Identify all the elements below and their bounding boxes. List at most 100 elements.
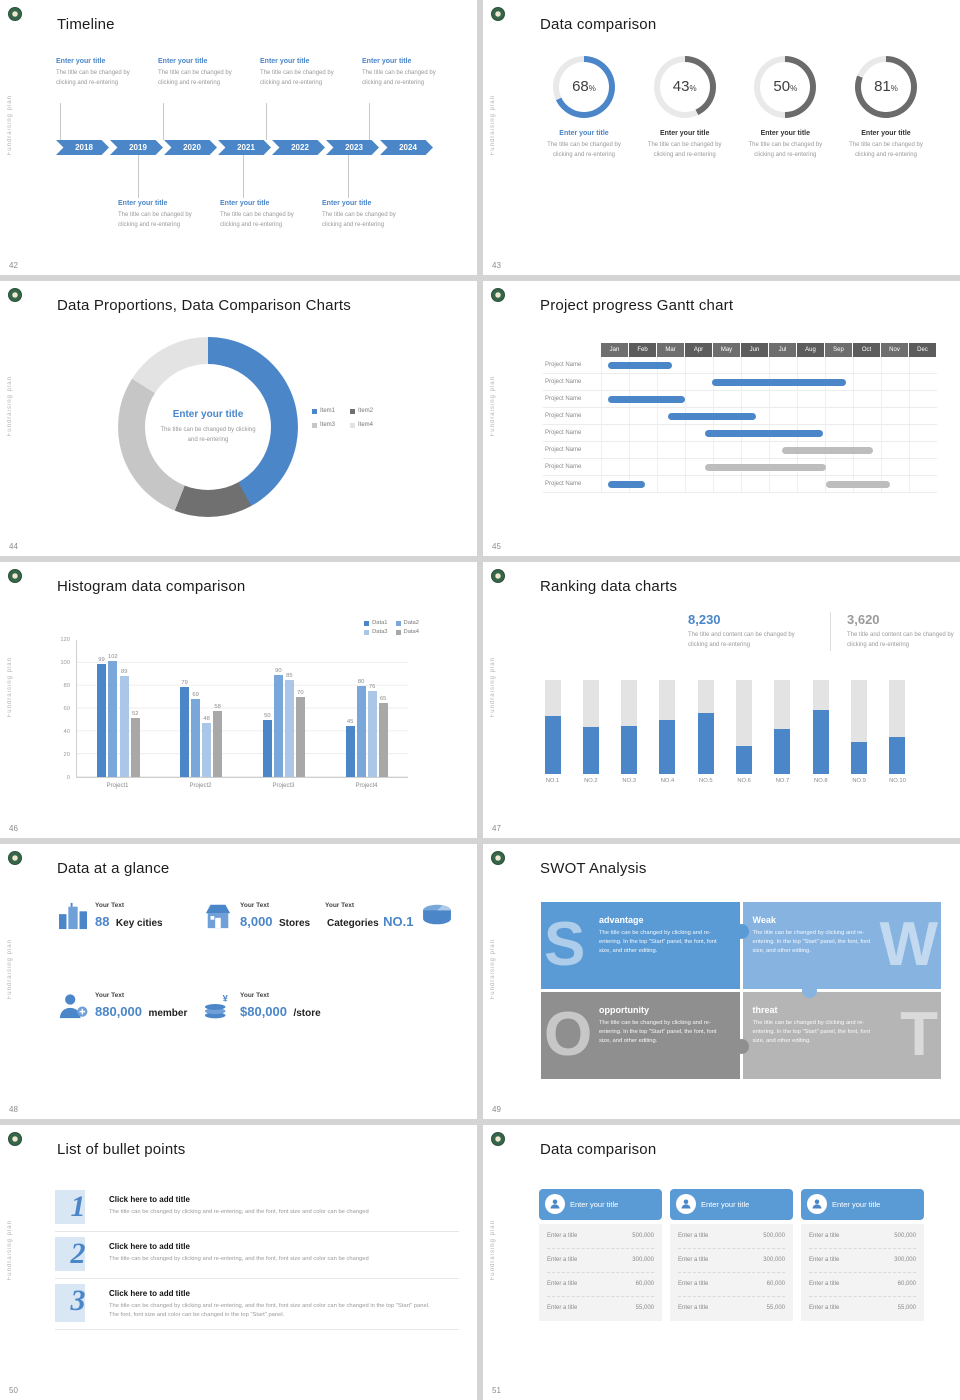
ranking-column: NO.7 [773, 680, 792, 784]
slide-gantt-chart[interactable]: Fundraising plan Project progress Gantt … [483, 281, 960, 557]
timeline-bottom-items: Enter your title The title can be changed… [118, 200, 424, 230]
card-row: Enter a title 60,000 [678, 1273, 785, 1297]
gantt-row: Project Name [543, 459, 937, 477]
ranking-stat: 8,230 The title and content can be change… [688, 612, 820, 650]
card-row: Enter a title 300,000 [678, 1249, 785, 1273]
sidebar-vertical-text: Fundraising plan [490, 95, 496, 156]
histogram-bar-wrap: 99 [97, 640, 107, 778]
slide-data-comparison-cards[interactable]: Fundraising plan Data comparison Enter y… [483, 1124, 960, 1400]
bullet-text: Click here to add title The title can be … [109, 1192, 369, 1217]
ranking-stat: 3,620 The title and content can be change… [830, 612, 960, 651]
card-body: Enter a title 500,000 Enter a title 300,000… [670, 1223, 793, 1321]
histogram-y-axis: 120 100 80 60 40 20 0 [56, 637, 74, 781]
slide-ranking-charts[interactable]: Fundraising plan Ranking data charts 8,2… [483, 562, 960, 838]
legend-label: Item2 [358, 408, 374, 415]
slide-bullet-points[interactable]: Fundraising plan List of bullet points 1… [0, 1124, 477, 1400]
bar-value-label: 58 [214, 704, 221, 711]
page-title: Histogram data comparison [57, 578, 246, 596]
stat-small-label: Your Text [240, 901, 270, 909]
sidebar-vertical-text: Fundraising plan [7, 938, 13, 999]
donut-label: Enter your title [559, 130, 609, 137]
ranking-fill [544, 716, 561, 775]
donut-center-caption: The title can be changed by clicking and… [160, 426, 256, 443]
slide-histogram[interactable]: Fundraising plan Histogram data comparis… [0, 562, 477, 838]
histogram-bar-wrap: 90 [273, 640, 283, 778]
ranking-label: NO.6 [737, 778, 751, 785]
page-title: Timeline [57, 16, 115, 33]
card-row: Enter a title 300,000 [547, 1249, 654, 1273]
ranking-label: NO.8 [814, 778, 828, 785]
connector-line [163, 103, 164, 140]
histogram-bar [345, 726, 355, 778]
legend-item: Item1 [312, 408, 346, 414]
donut-ring: 68% [553, 56, 615, 118]
slide-data-proportions[interactable]: Fundraising plan Data Proportions, Data … [0, 281, 477, 557]
slide-number: 47 [492, 823, 501, 833]
bullet-number: 2 [70, 1236, 86, 1270]
swot-caption: The title can be changed by clicking and… [752, 1019, 871, 1044]
comparison-card: Enter your title Enter a title 500,000 Ente… [539, 1188, 662, 1321]
histogram-bar-wrap: 50 [262, 640, 272, 778]
ranking-fill [659, 719, 676, 775]
slide-data-comparison-donuts[interactable]: Fundraising plan Data comparison 68% Ente… [483, 0, 960, 276]
gantt-month-header: Jul [769, 343, 797, 358]
card-row-value: 500,000 [894, 1233, 916, 1240]
slide-number: 51 [492, 1386, 501, 1395]
histogram-bar [378, 703, 388, 778]
legend-item: Data2 [395, 620, 419, 626]
gantt-bar [826, 481, 890, 489]
histogram-bar [108, 660, 118, 778]
bar-value-label: 76 [368, 683, 376, 690]
card-header-title: Enter your title [570, 1199, 619, 1209]
stat-label: member [148, 1007, 188, 1019]
ranking-label: NO.9 [852, 778, 866, 785]
timeline-item-caption: The title can be changed by clicking and… [118, 212, 192, 228]
swot-content: threat The title can be changed by clicki… [743, 992, 894, 1059]
gantt-track [601, 391, 937, 408]
swot-content: advantage The title can be changed by cli… [589, 902, 740, 969]
timeline-item-title: Enter your title [158, 58, 208, 65]
histogram-bar-wrap: 102 [108, 640, 118, 778]
ranking-fill [851, 741, 868, 775]
y-axis-label: 80 [63, 683, 70, 690]
histogram-bar-wrap: 45 [345, 640, 355, 778]
gantt-row-label: Project Name [545, 379, 582, 386]
histogram-bar-wrap: 48 [202, 640, 212, 778]
ranking-column: NO.2 [581, 680, 600, 784]
card-header-title: Enter your title [832, 1199, 881, 1209]
bar-value-label: 90 [275, 667, 282, 674]
swot-word: opportunity [599, 1004, 649, 1015]
donut-value: 68% [572, 78, 596, 95]
ranking-fill [736, 746, 753, 775]
timeline-item-title: Enter your title [56, 58, 106, 65]
card-row: Enter a title 500,000 [678, 1225, 785, 1249]
page-title: Ranking data charts [540, 578, 678, 596]
ranking-chart: NO.1 NO.2 NO.3 NO.4 NO.5 NO.6 NO.7 NO.8 NO.9 NO.1… [543, 680, 907, 784]
ranking-caption: The title and content can be changed by … [688, 632, 795, 648]
histogram-bar-wrap: 70 [295, 640, 305, 778]
bar-value-label: 45 [346, 719, 354, 726]
card-row-label: Enter a title [678, 1281, 709, 1288]
card-row: Enter a title 55,000 [678, 1297, 785, 1320]
histogram-bar [180, 687, 190, 778]
card-row-label: Enter a title [809, 1281, 840, 1288]
card-row-value: 500,000 [763, 1233, 785, 1240]
gantt-row: Project Name [543, 374, 937, 392]
donut-label: Enter your title [861, 130, 911, 137]
y-axis-label: 60 [63, 706, 70, 713]
y-axis-label: 40 [63, 729, 70, 736]
slide-data-at-a-glance[interactable]: Fundraising plan Data at a glance Your T… [0, 843, 477, 1119]
y-axis-label: 20 [63, 752, 70, 759]
card-row-label: Enter a title [678, 1305, 709, 1312]
timeline-item-title: Enter your title [118, 200, 168, 207]
swot-content: Weak The title can be changed by clicking… [743, 902, 894, 969]
slide-timeline[interactable]: Fundraising plan Timeline Enter your tit… [0, 0, 477, 276]
page-title: Data comparison [540, 16, 657, 33]
card-row: Enter a title 55,000 [547, 1297, 654, 1320]
donut-caption: The title can be changed by clicking and… [748, 142, 823, 158]
donut-ring: 81% [854, 56, 917, 118]
timeline-item-caption: The title can be changed by clicking and… [56, 70, 130, 86]
gantt-track [601, 425, 937, 442]
